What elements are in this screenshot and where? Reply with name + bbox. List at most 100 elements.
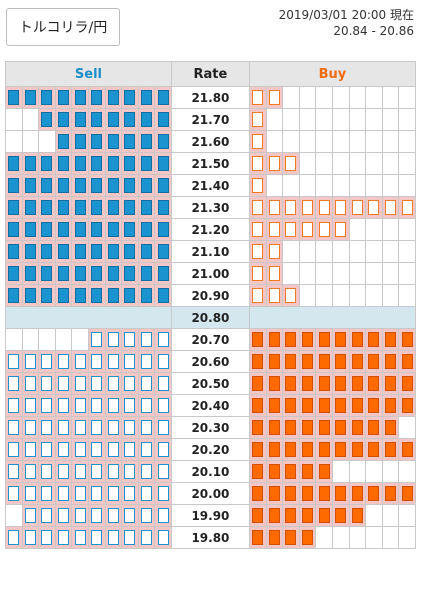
sell-cell (5, 438, 23, 461)
buy-cell (348, 86, 367, 109)
sell-cell (104, 482, 123, 505)
sell-order-box (141, 464, 153, 479)
sell-cell (104, 350, 123, 373)
buy-order-box (318, 354, 330, 369)
sell-order-box (41, 288, 53, 303)
buy-cell (365, 108, 383, 131)
sell-cell (154, 372, 172, 395)
buy-cell (331, 482, 350, 505)
sell-order-box (91, 112, 103, 127)
sell-order-box (58, 508, 70, 523)
buy-cell (398, 284, 416, 307)
buy-order-box (335, 486, 347, 501)
buy-order-box (351, 376, 363, 391)
sell-cell (104, 130, 123, 153)
sell-order-box (91, 200, 103, 215)
sell-cell (121, 174, 139, 197)
buy-order-box (318, 376, 330, 391)
sell-order-box (41, 354, 53, 369)
buy-order-box (302, 442, 314, 457)
sell-cell (137, 152, 156, 175)
rate-cell: 21.60 (170, 130, 250, 153)
buy-cell (365, 416, 383, 439)
sell-cell (38, 460, 56, 483)
sell-cell (137, 174, 156, 197)
buy-cell (398, 372, 416, 395)
sell-cell (54, 174, 73, 197)
sell-order-box (141, 486, 153, 501)
timestamp: 2019/03/01 20:00 現在 (278, 8, 414, 22)
sell-order-box (107, 354, 119, 369)
sell-cell (87, 240, 106, 263)
sell-order-box (141, 530, 153, 545)
buy-cell (365, 174, 383, 197)
sell-cell (154, 86, 172, 109)
currency-pair-button[interactable]: トルコリラ/円 (6, 8, 120, 46)
sell-order-box (141, 376, 153, 391)
buy-order-box (302, 508, 314, 523)
sell-order-box (141, 508, 153, 523)
buy-cell (265, 416, 284, 439)
sell-cell (21, 372, 40, 395)
sell-cell (104, 196, 123, 219)
buy-order-box (302, 530, 314, 545)
buy-order-box (252, 244, 264, 259)
buy-cell (248, 86, 267, 109)
sell-order-box (124, 332, 136, 347)
buy-order-box (268, 266, 280, 281)
buy-cell (265, 130, 284, 153)
sell-order-box (124, 112, 136, 127)
buy-cell (315, 460, 333, 483)
buy-cell (248, 174, 267, 197)
buy-order-box (285, 354, 297, 369)
sell-cell (71, 130, 89, 153)
sell-order-box (24, 178, 36, 193)
buy-order-box (268, 420, 280, 435)
buy-order-box (335, 376, 347, 391)
sell-order-box (74, 442, 86, 457)
sell-cell (104, 108, 123, 131)
sell-order-box (157, 266, 169, 281)
buy-cell (381, 504, 400, 527)
sell-cell (137, 438, 156, 461)
buy-cell (265, 526, 284, 549)
sell-order-box (41, 376, 53, 391)
sell-order-box (74, 464, 86, 479)
buy-cell (365, 152, 383, 175)
buy-cell (315, 416, 333, 439)
buy-order-box (252, 508, 264, 523)
sell-order-box (74, 266, 86, 281)
buy-cell (248, 350, 267, 373)
sell-order-box (124, 178, 136, 193)
buy-order-box (302, 222, 314, 237)
sell-cell (5, 196, 23, 219)
sell-cell (104, 284, 123, 307)
sell-cell (71, 108, 89, 131)
rate-range: 20.84 - 20.86 (333, 24, 414, 38)
buy-cell (331, 130, 350, 153)
sell-cell (121, 284, 139, 307)
sell-cell (104, 526, 123, 549)
buy-order-box (318, 420, 330, 435)
buy-cell (398, 350, 416, 373)
table-row: 20.30 (5, 416, 416, 439)
buy-cell (348, 108, 367, 131)
buy-order-box (252, 486, 264, 501)
sell-cell (21, 262, 40, 285)
sell-cell (5, 350, 23, 373)
sell-order-box (107, 376, 119, 391)
table-row: 20.70 (5, 328, 416, 351)
buy-order-box (268, 244, 280, 259)
table-row: 21.80 (5, 86, 416, 109)
buy-cell (331, 108, 350, 131)
buy-cell (265, 240, 284, 263)
sell-order-box (91, 222, 103, 237)
buy-cell (282, 394, 300, 417)
buy-cell (298, 482, 317, 505)
sell-cell (21, 240, 40, 263)
sell-cell (154, 504, 172, 527)
buy-cell (298, 218, 317, 241)
sell-cell (5, 460, 23, 483)
buy-cell (348, 460, 367, 483)
sell-cell (154, 108, 172, 131)
